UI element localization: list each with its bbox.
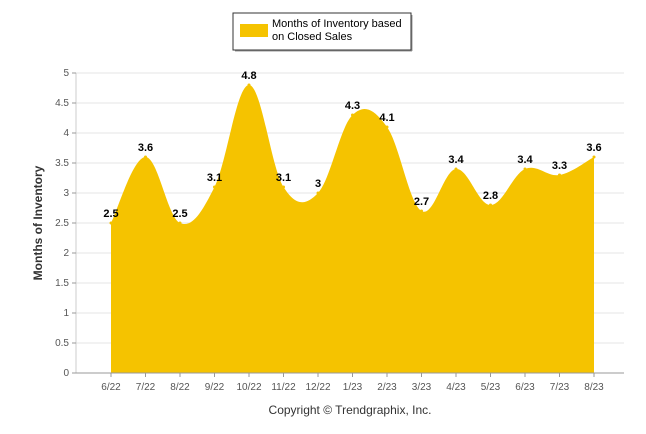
- legend[interactable]: Months of Inventory based on Closed Sale…: [232, 12, 413, 52]
- y-tick-label: 4: [63, 128, 69, 139]
- data-point: [454, 167, 458, 171]
- x-tick-label: 5/23: [481, 382, 501, 393]
- data-point: [592, 155, 596, 159]
- x-axis-ticks: 6/22 7/22 8/22 9/22 10/22 11/22 12/22 1/23 2/23 3…: [76, 372, 624, 393]
- y-tick-label: 2.5: [55, 218, 69, 229]
- y-axis-label: Months of Inventory: [31, 165, 45, 280]
- data-point: [489, 203, 492, 207]
- y-tick-label: 3.5: [55, 158, 69, 169]
- x-tick-label: 4/23: [446, 382, 466, 393]
- legend-swatch: [240, 24, 268, 37]
- data-point: [213, 185, 216, 189]
- x-tick-label: 1/23: [343, 382, 363, 393]
- x-tick-label: 7/23: [550, 382, 570, 393]
- x-tick-label: 7/22: [136, 382, 156, 393]
- x-tick-label: 8/22: [170, 382, 190, 393]
- data-label: 3.6: [138, 142, 153, 154]
- area-series-fill: [111, 85, 594, 373]
- data-point: [247, 83, 251, 87]
- data-point: [144, 155, 147, 159]
- x-tick-label: 10/22: [236, 382, 261, 393]
- data-label: 2.8: [483, 190, 498, 202]
- data-point: [420, 209, 423, 213]
- data-label: 4.1: [379, 112, 394, 124]
- data-label: 3.1: [276, 172, 291, 184]
- data-label: 2.7: [414, 196, 429, 208]
- y-tick-label: 1.5: [55, 278, 69, 289]
- x-tick-label: 6/23: [515, 382, 535, 393]
- x-tick-label: 8/23: [584, 382, 604, 393]
- data-label: 4.8: [241, 70, 256, 82]
- data-label: 3.4: [448, 154, 464, 166]
- x-tick-label: 12/22: [305, 382, 330, 393]
- data-label: 3.1: [207, 172, 222, 184]
- data-label: 3.3: [552, 160, 567, 172]
- y-tick-label: 5: [63, 68, 69, 79]
- y-tick-label: 1: [63, 308, 69, 319]
- copyright-footer: Copyright © Trendgraphix, Inc.: [269, 403, 432, 417]
- legend-label-line-2: on Closed Sales: [272, 31, 353, 43]
- x-tick-label: 3/23: [412, 382, 432, 393]
- x-tick-label: 9/22: [205, 382, 225, 393]
- y-tick-label: 3: [63, 188, 69, 199]
- y-axis-ticks: 0 0.5 1 1.5 2 2.5 3 3.5 4 4.5 5: [55, 68, 76, 379]
- data-point: [282, 185, 285, 189]
- legend-label-line-1: Months of Inventory based: [272, 18, 402, 30]
- data-point: [385, 125, 389, 129]
- data-point: [178, 221, 182, 225]
- x-tick-label: 6/22: [101, 382, 121, 393]
- data-label: 4.3: [345, 100, 360, 112]
- y-tick-label: 0.5: [55, 338, 69, 349]
- x-tick-label: 2/23: [377, 382, 397, 393]
- data-point: [558, 173, 561, 177]
- data-point: [351, 113, 354, 117]
- data-label: 2.5: [172, 208, 187, 220]
- data-point: [316, 191, 320, 195]
- data-label: 3.6: [586, 142, 601, 154]
- plot-area: [111, 85, 594, 373]
- data-label: 3: [315, 178, 321, 190]
- data-label: 3.4: [517, 154, 533, 166]
- y-tick-label: 4.5: [55, 98, 69, 109]
- data-point: [109, 221, 113, 225]
- data-labels: 2.5 3.6 2.5 3.1 4.8 3.1 3 4.3 4.1 2.7 3.4 2.8 3.4 3.3…: [103, 70, 602, 225]
- data-label: 2.5: [103, 208, 118, 220]
- x-tick-label: 11/22: [271, 382, 296, 393]
- data-point: [523, 167, 527, 171]
- y-tick-label: 0: [63, 368, 69, 379]
- y-tick-label: 2: [63, 248, 69, 259]
